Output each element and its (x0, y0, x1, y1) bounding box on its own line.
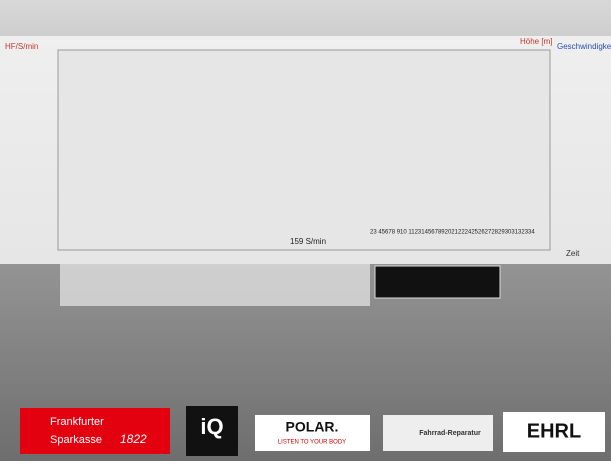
zone-box (374, 265, 501, 299)
logo-polar (255, 415, 370, 451)
logo-ehrl (503, 412, 605, 452)
y3-axis-title: Geschwindigke (557, 42, 611, 51)
y-axis-title: HF/S/min (5, 42, 38, 51)
logo-iq-mark: iQ (200, 414, 223, 439)
logo-text: Sparkasse (50, 434, 102, 446)
logo-text: EHRL (527, 420, 581, 442)
logo-text: 1822 (120, 432, 147, 446)
y2-axis-title: Höhe [m] (520, 37, 552, 46)
lap-markers: 23 45678 910 112314567892021222425262728… (370, 230, 535, 236)
annotation: 159 S/min (290, 237, 326, 246)
readout-panel (60, 264, 370, 306)
logos: iQ Frankfurter Sparkasse 1822 POLAR. LIS… (20, 406, 605, 456)
logo-text: Frankfurter (50, 416, 104, 428)
plot-area (57, 49, 551, 251)
x-axis-title: Zeit (566, 249, 580, 258)
logo-sparkasse (20, 408, 170, 454)
logo-iq (186, 406, 238, 456)
logo-text: POLAR. (286, 419, 339, 435)
logo-bike (383, 415, 493, 451)
logo-text: Fahrrad-Reparatur (419, 430, 481, 437)
logo-text: LISTEN TO YOUR BODY (278, 440, 346, 446)
